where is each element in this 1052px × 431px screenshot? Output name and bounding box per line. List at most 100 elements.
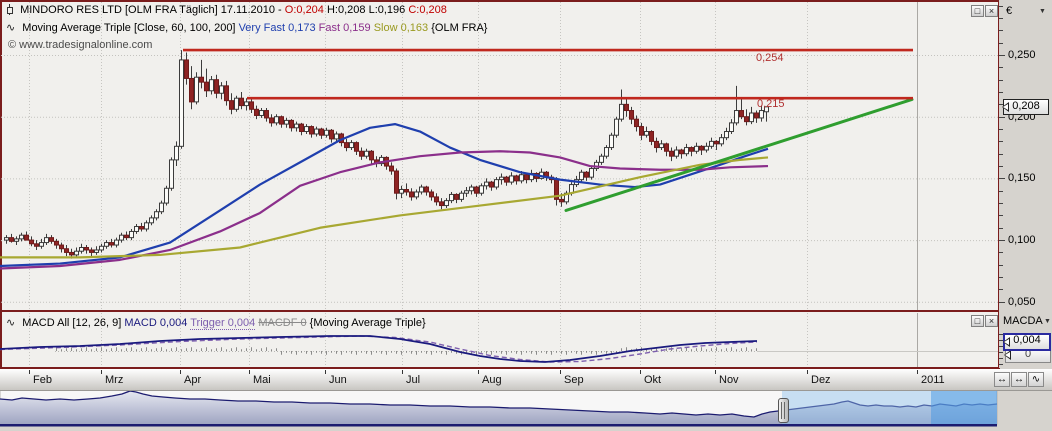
candle-down xyxy=(489,181,494,188)
macd-axis-dropdown-icon[interactable]: ▼ xyxy=(1044,318,1051,325)
candle-down xyxy=(409,191,414,198)
compress-time-axis-button[interactable]: ↔ xyxy=(994,372,1010,387)
candle-up xyxy=(444,200,449,207)
candle-down xyxy=(224,85,229,102)
candle-up xyxy=(14,238,19,242)
macd-axis-tick xyxy=(999,340,1003,341)
candle-up xyxy=(104,242,109,247)
navigator-range-handle[interactable] xyxy=(778,398,789,423)
macd-pane-divider xyxy=(0,310,999,312)
candle-up xyxy=(334,133,339,140)
candle-down xyxy=(664,143,669,152)
expand-time-axis-button[interactable]: ↔ xyxy=(1011,372,1027,387)
candle-down xyxy=(649,131,654,142)
month-tick xyxy=(807,370,808,374)
price-axis-tick xyxy=(999,191,1003,192)
maximize-main-pane-button[interactable]: □ xyxy=(971,5,984,17)
close-macd-pane-button[interactable]: × xyxy=(985,315,998,327)
candle-up xyxy=(719,137,724,145)
candle-up xyxy=(154,211,159,219)
main-chart-pane[interactable] xyxy=(1,1,998,310)
candle-up xyxy=(144,222,149,230)
candle-up xyxy=(499,176,504,181)
candle-up xyxy=(449,193,454,202)
fit-price-scale-button[interactable]: ∿ xyxy=(1028,372,1044,387)
candle-down xyxy=(634,118,639,128)
candle-down xyxy=(249,101,254,110)
month-label: Jul xyxy=(406,374,421,386)
candle-up xyxy=(709,140,714,147)
quote-open: O:0,204 xyxy=(284,4,324,16)
candle-up xyxy=(284,119,289,125)
month-label: Nov xyxy=(719,374,739,386)
macd-axis-tick xyxy=(999,334,1003,335)
candle-up xyxy=(614,118,619,136)
ma-scope: {OLM FRA} xyxy=(431,22,488,34)
candle-up xyxy=(74,250,79,256)
candle-down xyxy=(369,150,374,161)
month-label: Jun xyxy=(329,374,347,386)
candle-down xyxy=(29,239,34,245)
price-axis-tick xyxy=(999,92,1003,93)
macd-axis-tick xyxy=(999,358,1003,359)
price-axis-tick xyxy=(999,166,1003,167)
price-axis[interactable] xyxy=(999,0,1052,368)
price-axis-tick xyxy=(999,30,1003,31)
price-axis-tick xyxy=(999,141,1003,142)
candle-down xyxy=(49,237,54,242)
candle-down xyxy=(229,100,234,110)
candle-up xyxy=(4,237,9,241)
candle-down xyxy=(264,110,269,119)
ma-slow-value: Slow 0,163 xyxy=(373,22,429,34)
macd-wave-icon: ∿ xyxy=(6,317,16,329)
candle-down xyxy=(84,247,89,251)
frame-top xyxy=(0,0,999,2)
close-main-pane-button[interactable]: × xyxy=(985,5,998,17)
symbol-title: MINDORO RES LTD [OLM FRA Täglich] 17.11.… xyxy=(20,4,282,16)
price-axis-dropdown-icon[interactable]: ▼ xyxy=(1039,8,1046,15)
candle-down xyxy=(739,110,744,118)
candle-up xyxy=(464,190,469,194)
candle-down xyxy=(344,142,349,149)
candle-down xyxy=(584,171,589,178)
candle-down xyxy=(279,116,284,125)
price-axis-tick xyxy=(999,104,1003,105)
quote-high: H:0,208 xyxy=(326,4,366,16)
candle-down xyxy=(679,149,684,155)
candle-down xyxy=(199,76,204,83)
ma-triple-name: Moving Average Triple [Close, 60, 100, 2… xyxy=(22,22,236,34)
candle-up xyxy=(684,147,689,155)
time-axis[interactable] xyxy=(0,369,1052,391)
macd-trigger-value: Trigger 0,004 xyxy=(190,317,256,330)
candle-up xyxy=(644,131,649,136)
price-axis-tick xyxy=(999,117,1005,118)
price-tick-label: 0,150 xyxy=(1008,172,1036,184)
candle-up xyxy=(579,171,584,181)
quote-close: C:0,208 xyxy=(408,4,447,16)
macd-line xyxy=(0,335,758,363)
candle-down xyxy=(524,174,529,181)
candle-up xyxy=(589,168,594,178)
candle-up xyxy=(379,156,384,165)
month-tick xyxy=(180,370,181,374)
price-axis-tick xyxy=(999,215,1003,216)
candle-down xyxy=(89,249,94,253)
candle-down xyxy=(299,123,304,133)
candle-down xyxy=(34,243,39,247)
candle-down xyxy=(354,142,359,152)
price-axis-tick xyxy=(999,265,1003,266)
navigator-line xyxy=(0,390,998,418)
macd-axis-tick xyxy=(999,364,1003,365)
candle-down xyxy=(24,234,29,241)
candle-down xyxy=(289,119,294,129)
candle-down xyxy=(389,165,394,172)
price-axis-tick xyxy=(999,154,1003,155)
candlestick-icon xyxy=(6,4,13,15)
candle-up xyxy=(469,186,474,192)
candle-up xyxy=(729,122,734,133)
candle-down xyxy=(139,226,144,230)
candle-up xyxy=(194,76,199,103)
month-label: Feb xyxy=(33,374,52,386)
maximize-macd-pane-button[interactable]: □ xyxy=(971,315,984,327)
